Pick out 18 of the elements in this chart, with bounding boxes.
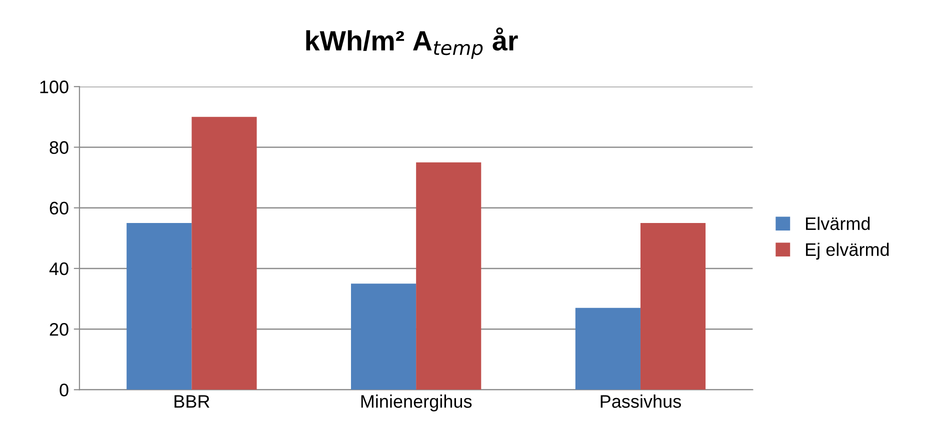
y-tick-label: 20 — [50, 323, 68, 336]
x-tick-label: Minienergihus — [361, 394, 472, 412]
x-tick-label: Passivhus — [600, 394, 681, 408]
bar — [126, 222, 192, 390]
y-tick-label: 40 — [49, 262, 68, 276]
bar — [351, 284, 416, 390]
y-tick-label: 60 — [50, 202, 68, 215]
legend-label: Elvärmd — [806, 216, 870, 230]
bar — [575, 308, 640, 390]
y-tick-label: 80 — [50, 141, 68, 154]
y-tick-label: 0 — [60, 384, 68, 396]
bar — [192, 116, 257, 390]
bar — [640, 222, 706, 390]
chart-title: kWh/m² A$_{temp}$ år — [306, 27, 518, 59]
y-tick-label: 100 — [40, 80, 68, 94]
bar — [416, 162, 482, 390]
x-tick-label: BBR — [174, 395, 210, 408]
legend-label: Ej elvärmd — [806, 242, 889, 260]
